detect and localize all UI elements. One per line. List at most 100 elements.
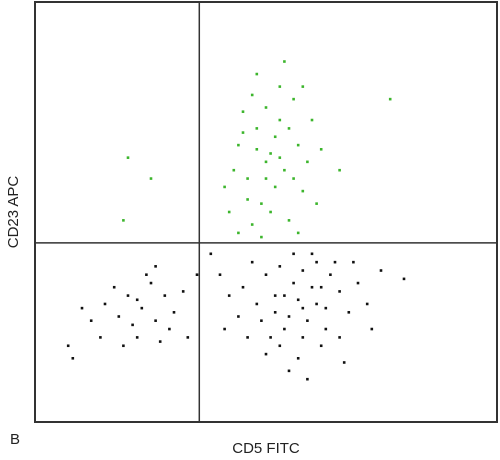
dot xyxy=(140,306,144,310)
dot xyxy=(237,143,240,147)
dot xyxy=(301,85,305,88)
dot xyxy=(237,315,240,318)
dot xyxy=(352,260,355,264)
dot xyxy=(103,302,107,306)
dot xyxy=(296,143,300,147)
dot xyxy=(388,97,392,101)
dot xyxy=(273,185,277,189)
dot xyxy=(135,336,139,339)
dot xyxy=(310,118,314,122)
dot xyxy=(264,273,268,276)
dot xyxy=(250,93,254,97)
dot xyxy=(301,189,305,193)
dot xyxy=(324,306,328,310)
dot xyxy=(227,210,231,214)
dot xyxy=(292,252,295,256)
dot xyxy=(283,327,286,331)
dot xyxy=(379,269,383,272)
dot xyxy=(278,156,282,159)
dot xyxy=(154,265,157,268)
dot xyxy=(260,319,263,322)
dot xyxy=(250,260,254,264)
dot xyxy=(255,72,259,76)
dot xyxy=(181,290,185,293)
dot xyxy=(172,311,176,314)
dot xyxy=(319,148,323,151)
dot xyxy=(168,327,171,331)
dot xyxy=(126,294,130,297)
dot xyxy=(273,311,277,314)
dot xyxy=(99,336,102,339)
dot xyxy=(292,97,295,101)
dot xyxy=(315,202,318,205)
dot xyxy=(338,290,341,293)
dot xyxy=(209,252,213,256)
dot xyxy=(283,294,286,297)
dot xyxy=(338,168,341,172)
dot xyxy=(292,281,295,285)
panel-label: B xyxy=(10,431,20,448)
dot xyxy=(301,306,305,310)
dot xyxy=(315,260,318,264)
dot xyxy=(342,361,346,364)
dot xyxy=(283,168,286,172)
dot xyxy=(333,260,337,264)
dot xyxy=(273,294,277,297)
dot xyxy=(218,273,222,276)
dot xyxy=(149,281,153,285)
dot xyxy=(255,148,259,151)
dot xyxy=(195,273,199,276)
dot xyxy=(273,135,277,139)
dot xyxy=(329,273,332,276)
dot xyxy=(126,156,130,159)
dot xyxy=(186,336,190,339)
dot xyxy=(264,106,268,109)
x-axis-label: CD5 FITC xyxy=(232,440,300,457)
dot xyxy=(71,357,75,360)
dot xyxy=(223,185,226,189)
dot xyxy=(227,294,231,297)
dot xyxy=(301,269,305,272)
dot xyxy=(122,219,125,222)
dot xyxy=(255,302,259,306)
dot xyxy=(315,302,318,306)
dot xyxy=(338,336,341,339)
dot xyxy=(246,198,249,201)
dot xyxy=(319,285,323,289)
dot xyxy=(296,231,300,235)
dot xyxy=(306,160,309,164)
dot xyxy=(232,168,236,172)
dot xyxy=(250,223,254,226)
dot xyxy=(269,336,272,339)
dot xyxy=(278,344,282,348)
dot xyxy=(89,319,93,322)
dot xyxy=(296,357,300,360)
dot xyxy=(278,265,282,268)
y-axis-label: CD23 APC xyxy=(5,176,22,249)
dot xyxy=(310,252,314,256)
dot xyxy=(287,127,291,130)
plot-frame xyxy=(34,1,498,423)
dot xyxy=(66,344,70,348)
dot xyxy=(80,306,84,310)
dot xyxy=(246,336,249,339)
dot xyxy=(223,327,226,331)
dot xyxy=(131,323,134,327)
dot xyxy=(264,352,268,356)
dot xyxy=(283,60,286,63)
dot xyxy=(287,219,291,222)
dot xyxy=(145,273,148,276)
dot xyxy=(246,177,249,180)
dot xyxy=(122,344,125,348)
dot xyxy=(287,369,291,373)
dot xyxy=(310,285,314,289)
dot xyxy=(365,302,369,306)
dot xyxy=(269,210,272,214)
dot xyxy=(356,281,360,285)
dot xyxy=(319,344,323,348)
dot xyxy=(306,319,309,322)
dot xyxy=(241,110,245,113)
dot xyxy=(301,336,305,339)
dot xyxy=(260,235,263,239)
